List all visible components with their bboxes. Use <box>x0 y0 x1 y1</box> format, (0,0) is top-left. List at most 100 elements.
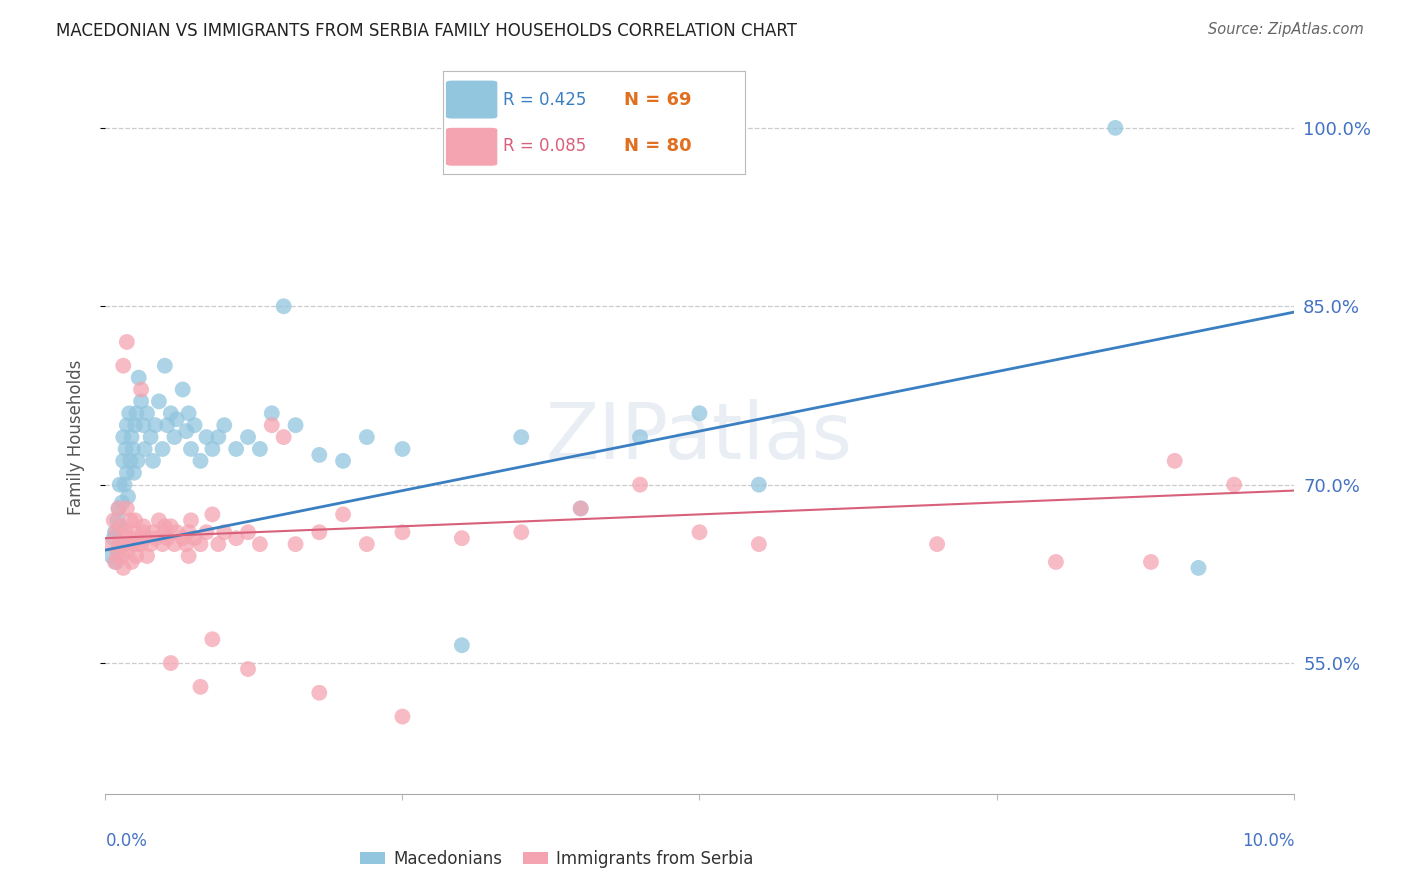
Point <box>104 525 127 540</box>
Point <box>1104 120 1126 135</box>
Point <box>214 418 236 433</box>
Point <box>284 418 307 433</box>
Point <box>177 406 200 420</box>
Point <box>628 477 651 491</box>
Point <box>121 430 143 444</box>
Point <box>143 531 166 545</box>
Point <box>1187 561 1209 575</box>
Point <box>689 406 711 420</box>
Point <box>148 513 170 527</box>
Point <box>183 531 205 545</box>
Point <box>174 424 197 438</box>
Point <box>166 412 188 426</box>
Point <box>112 454 135 468</box>
Point <box>569 501 592 516</box>
Point <box>114 477 136 491</box>
Point <box>332 508 354 522</box>
Point <box>117 490 139 504</box>
Point <box>142 525 165 540</box>
Point <box>190 680 212 694</box>
Point <box>225 442 247 456</box>
Point <box>201 508 224 522</box>
Point <box>127 537 149 551</box>
Point <box>172 531 194 545</box>
Point <box>128 531 150 545</box>
Point <box>195 430 218 444</box>
Point <box>139 430 162 444</box>
Point <box>122 466 145 480</box>
Point <box>207 537 229 551</box>
Point <box>236 430 259 444</box>
Point <box>153 519 176 533</box>
Point <box>115 501 138 516</box>
Point <box>111 549 134 563</box>
Point <box>112 430 135 444</box>
Point <box>105 549 128 563</box>
Point <box>180 442 202 456</box>
Point <box>569 501 592 516</box>
Point <box>120 454 142 468</box>
Point <box>260 406 283 420</box>
Point <box>356 537 378 551</box>
Point <box>121 537 143 551</box>
Legend: Macedonians, Immigrants from Serbia: Macedonians, Immigrants from Serbia <box>354 844 761 875</box>
Text: R = 0.425: R = 0.425 <box>503 91 586 109</box>
Text: Source: ZipAtlas.com: Source: ZipAtlas.com <box>1208 22 1364 37</box>
Point <box>122 525 145 540</box>
Y-axis label: Family Households: Family Households <box>66 359 84 515</box>
Point <box>127 454 149 468</box>
Point <box>510 430 533 444</box>
Point <box>118 531 141 545</box>
Point <box>159 656 181 670</box>
Point <box>391 525 413 540</box>
Point <box>927 537 949 551</box>
Point <box>308 525 330 540</box>
Point <box>124 513 146 527</box>
Text: R = 0.085: R = 0.085 <box>503 136 586 154</box>
Text: 10.0%: 10.0% <box>1243 832 1295 850</box>
Text: 0.0%: 0.0% <box>105 832 148 850</box>
Point <box>129 537 152 551</box>
Point <box>112 359 135 373</box>
Point <box>115 466 138 480</box>
Point <box>1164 454 1187 468</box>
Point <box>108 537 131 551</box>
Point <box>136 549 159 563</box>
Point <box>125 406 148 420</box>
Point <box>117 543 139 558</box>
Point <box>114 537 136 551</box>
Point <box>273 299 295 313</box>
Point <box>450 531 472 545</box>
Point <box>1045 555 1067 569</box>
FancyBboxPatch shape <box>446 128 498 166</box>
Point <box>332 454 354 468</box>
Point <box>153 525 176 540</box>
Point <box>201 442 224 456</box>
Point <box>273 430 295 444</box>
Point <box>139 537 162 551</box>
Point <box>180 513 202 527</box>
Point <box>284 537 307 551</box>
Point <box>121 555 143 569</box>
Point <box>1140 555 1163 569</box>
Point <box>118 406 141 420</box>
Point <box>112 561 135 575</box>
Point <box>128 370 150 384</box>
Point <box>225 531 247 545</box>
Point <box>114 442 136 456</box>
Point <box>152 537 174 551</box>
Point <box>159 519 181 533</box>
Point <box>115 418 138 433</box>
Point <box>134 442 156 456</box>
Text: N = 69: N = 69 <box>624 91 692 109</box>
Point <box>148 394 170 409</box>
Point <box>450 638 472 652</box>
Point <box>105 543 128 558</box>
Point <box>105 513 128 527</box>
Point <box>166 525 188 540</box>
Point <box>308 448 330 462</box>
Point <box>110 519 132 533</box>
Point <box>108 477 131 491</box>
Point <box>174 537 197 551</box>
Point <box>748 477 770 491</box>
